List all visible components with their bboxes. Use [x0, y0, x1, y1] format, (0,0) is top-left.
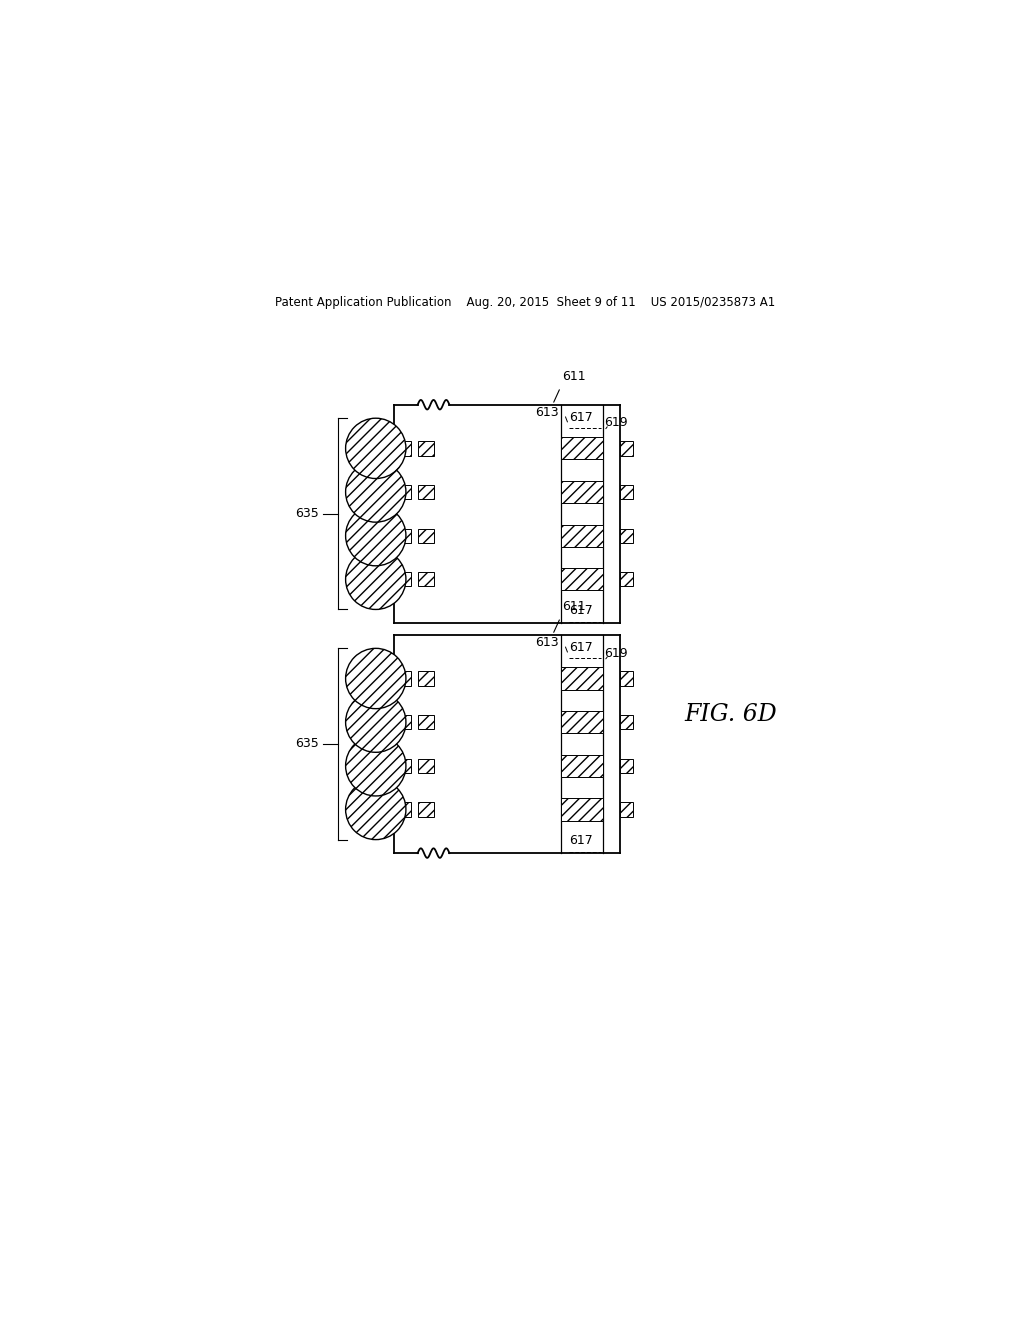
Text: 617: 617 [569, 411, 593, 424]
Bar [620, 715, 633, 729]
Text: 617: 617 [569, 605, 593, 618]
Bar [560, 437, 602, 459]
Bar [418, 759, 434, 774]
Circle shape [346, 648, 406, 709]
Bar [418, 803, 434, 817]
Bar [397, 803, 411, 817]
Text: 619: 619 [604, 417, 628, 429]
Bar [560, 668, 602, 689]
Text: 613: 613 [536, 407, 559, 420]
Circle shape [346, 506, 406, 566]
Bar [560, 799, 602, 821]
Bar [560, 568, 602, 590]
Bar [418, 441, 434, 455]
Text: Patent Application Publication    Aug. 20, 2015  Sheet 9 of 11    US 2015/023587: Patent Application Publication Aug. 20, … [274, 296, 775, 309]
Bar [560, 524, 602, 546]
Bar [397, 484, 411, 499]
Circle shape [346, 549, 406, 610]
Bar [397, 528, 411, 543]
Bar [560, 480, 602, 503]
Text: 619: 619 [604, 647, 628, 660]
Text: 635: 635 [296, 738, 319, 751]
Circle shape [346, 418, 406, 479]
Bar [560, 711, 602, 734]
Text: 617: 617 [569, 640, 593, 653]
Bar [397, 572, 411, 586]
Text: 611: 611 [562, 601, 586, 614]
Bar [418, 715, 434, 729]
Bar [620, 572, 633, 586]
Circle shape [346, 779, 406, 840]
Circle shape [346, 735, 406, 796]
Bar [620, 759, 633, 774]
Bar [418, 572, 434, 586]
Bar [620, 672, 633, 685]
Bar [397, 715, 411, 729]
Bar [560, 755, 602, 777]
Text: 635: 635 [296, 507, 319, 520]
Bar [397, 759, 411, 774]
Bar [397, 441, 411, 455]
Circle shape [346, 462, 406, 523]
Bar [397, 672, 411, 685]
Bar [620, 528, 633, 543]
Text: 611: 611 [562, 371, 586, 383]
Circle shape [346, 692, 406, 752]
Text: 617: 617 [569, 834, 593, 847]
Bar [620, 441, 633, 455]
Text: 613: 613 [536, 636, 559, 649]
Bar [418, 672, 434, 685]
Bar [418, 484, 434, 499]
Bar [620, 484, 633, 499]
Bar [418, 528, 434, 543]
Text: FIG. 6D: FIG. 6D [685, 702, 777, 726]
Bar [620, 803, 633, 817]
